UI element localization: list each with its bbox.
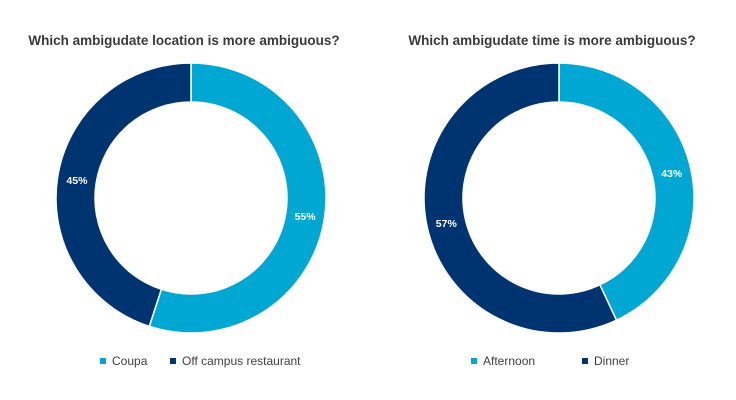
legend-swatch [170, 358, 176, 364]
chart-time: Which ambigudate time is more ambiguous?… [368, 0, 736, 400]
legend-item-off-campus-restaurant: Off campus restaurant [170, 354, 301, 368]
chart-title: Which ambigudate location is more ambigu… [28, 33, 340, 48]
donut-chart: 55% 45% [55, 62, 327, 334]
chart-title: Which ambigudate time is more ambiguous? [408, 33, 696, 48]
donut-slice-coupa [148, 62, 327, 334]
legend-item-afternoon: Afternoon [471, 354, 535, 368]
legend-label: Off campus restaurant [182, 354, 301, 368]
data-label-off-campus-restaurant: 45% [66, 175, 88, 187]
legend-label: Dinner [594, 354, 630, 368]
legend-item-dinner: Dinner [582, 354, 629, 368]
legend-swatch [471, 358, 477, 364]
data-label-coupa: 55% [295, 211, 317, 223]
legend-label: Afternoon [483, 354, 536, 368]
legend-item-coupa: Coupa [100, 354, 147, 368]
data-label-afternoon: 43% [661, 168, 683, 180]
legend-swatch [100, 358, 106, 364]
donut-slice-dinner [423, 62, 618, 334]
legend-label: Coupa [112, 354, 148, 368]
donut-slice-afternoon [558, 62, 695, 322]
donut-chart: 43% 57% [423, 62, 695, 334]
data-label-dinner: 57% [436, 218, 458, 230]
legend-swatch [582, 358, 588, 364]
chart-location: Which ambigudate location is more ambigu… [28, 33, 340, 368]
donut-slice-off-campus-restaurant [55, 62, 192, 328]
